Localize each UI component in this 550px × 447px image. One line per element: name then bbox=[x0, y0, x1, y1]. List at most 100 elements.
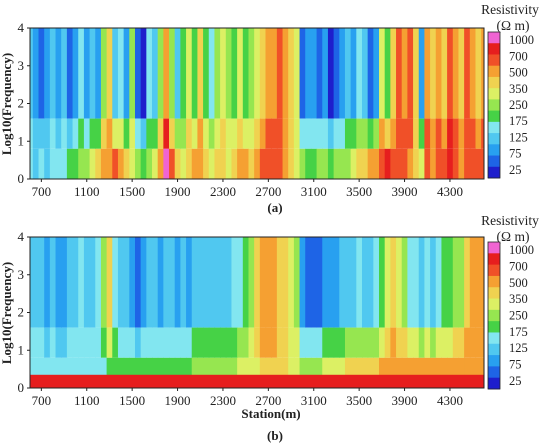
heat-cell-lower bbox=[72, 357, 79, 388]
heat-cell-upper bbox=[134, 237, 142, 328]
heat-cell-middle bbox=[197, 327, 204, 358]
heat-cell-upper bbox=[214, 28, 221, 119]
heat-cell-upper bbox=[66, 237, 74, 328]
heat-cell-middle bbox=[350, 327, 357, 358]
heat-cell-middle bbox=[464, 327, 471, 358]
heat-cell-middle bbox=[276, 327, 284, 358]
colorbar-title-a: Resistivity bbox=[481, 2, 539, 17]
heat-cell-middle bbox=[254, 327, 261, 358]
heat-cell-middle bbox=[146, 118, 153, 149]
heat-cell-middle bbox=[447, 327, 454, 358]
heat-cell-lower bbox=[271, 148, 278, 179]
heat-cell-middle bbox=[390, 118, 397, 149]
heat-cell-upper bbox=[475, 237, 482, 328]
heat-cell-middle bbox=[293, 327, 301, 358]
heat-cell-lower bbox=[225, 148, 233, 179]
heat-cell-upper bbox=[464, 28, 471, 119]
heat-cell-middle bbox=[361, 118, 369, 149]
heat-cell-middle bbox=[169, 118, 176, 149]
heat-cell-upper bbox=[254, 237, 261, 328]
heat-cell-middle bbox=[310, 118, 318, 149]
colorbar-swatch bbox=[488, 121, 500, 134]
heat-cell-lower bbox=[180, 148, 187, 179]
heat-cell-middle bbox=[469, 118, 477, 149]
heat-cell-lower bbox=[396, 148, 403, 179]
heat-cell-lower bbox=[78, 148, 85, 179]
heat-cell-lower bbox=[259, 357, 267, 388]
heat-cell-upper bbox=[396, 28, 403, 119]
heat-cell-lower bbox=[350, 357, 357, 388]
heat-cell-middle bbox=[288, 327, 295, 358]
colorbar-swatch bbox=[488, 242, 500, 254]
heat-cell-upper bbox=[66, 28, 74, 119]
heat-cell-upper bbox=[361, 28, 369, 119]
heat-cell-lower bbox=[305, 148, 312, 179]
colorbar-swatch bbox=[488, 343, 500, 356]
heat-cell-lower bbox=[413, 357, 420, 388]
heat-cell-upper bbox=[214, 237, 221, 328]
colorbar-a: 1000 700 500 350 250 175 125 75 25 bbox=[487, 31, 534, 179]
heat-cell-lower bbox=[220, 357, 227, 388]
heat-cell-upper bbox=[186, 237, 193, 328]
heat-cell-upper bbox=[203, 237, 210, 328]
colorbar-swatch bbox=[488, 99, 500, 112]
heat-cell-upper bbox=[447, 28, 454, 119]
heat-cell-upper bbox=[225, 237, 233, 328]
heat-cell-upper bbox=[237, 237, 244, 328]
heat-cell-lower bbox=[146, 148, 153, 179]
heat-cell-upper bbox=[61, 28, 68, 119]
heat-cell-middle bbox=[316, 118, 323, 149]
heat-cell-middle bbox=[265, 327, 272, 358]
heat-cell-middle bbox=[452, 327, 460, 358]
heat-cell-middle bbox=[169, 327, 176, 358]
heat-cell-upper bbox=[100, 237, 108, 328]
heat-cell-lower bbox=[83, 357, 91, 388]
heat-cell-upper bbox=[356, 28, 363, 119]
heat-cell-lower bbox=[38, 357, 45, 388]
heat-cell-middle bbox=[282, 118, 289, 149]
heat-cell-upper bbox=[191, 28, 199, 119]
heatmap-b-cells bbox=[30, 237, 484, 388]
colorbar-swatch bbox=[488, 264, 500, 277]
heat-cell-middle bbox=[123, 327, 130, 358]
heat-cell-lower bbox=[367, 357, 374, 388]
heat-cell-middle bbox=[83, 327, 91, 358]
heat-cell-upper bbox=[30, 28, 34, 119]
heat-cell-lower bbox=[373, 357, 380, 388]
colorbar-label: 250 bbox=[509, 98, 528, 112]
heat-cell-upper bbox=[208, 237, 216, 328]
heat-cell-upper bbox=[469, 237, 477, 328]
colorbar-swatch bbox=[488, 309, 500, 322]
heat-cell-middle bbox=[401, 118, 408, 149]
x-tick-label: 1900 bbox=[165, 393, 191, 408]
heat-cell-middle bbox=[327, 327, 335, 358]
heat-cell-upper bbox=[174, 28, 181, 119]
heat-cell-middle bbox=[231, 118, 238, 149]
heat-cell-upper bbox=[373, 237, 380, 328]
heat-cell-lower bbox=[203, 148, 210, 179]
colorbar-label: 175 bbox=[509, 325, 528, 339]
heat-cell-upper bbox=[401, 237, 408, 328]
heat-cell-upper bbox=[367, 28, 374, 119]
heat-cell-middle bbox=[214, 327, 221, 358]
heat-cell-middle bbox=[418, 327, 426, 358]
x-tick-label: 1100 bbox=[74, 184, 100, 199]
heat-cell-upper bbox=[49, 237, 57, 328]
heat-cell-lower bbox=[30, 148, 34, 179]
heat-cell-lower bbox=[30, 357, 34, 388]
heat-cell-upper bbox=[231, 28, 238, 119]
panel-b: 0 1 2 3 4 700 1100 1500 1900 2300 2700 3100 3500 390… bbox=[0, 213, 539, 443]
heat-cell-middle bbox=[310, 327, 318, 358]
colorbar-label: 250 bbox=[509, 309, 528, 323]
heat-cell-middle bbox=[299, 118, 306, 149]
heat-cell-upper bbox=[418, 237, 426, 328]
heat-cell-middle bbox=[100, 118, 108, 149]
heat-cell-lower bbox=[344, 148, 352, 179]
heat-cell-lower bbox=[464, 357, 471, 388]
heat-cell-middle bbox=[140, 327, 147, 358]
colorbar-swatch bbox=[488, 355, 500, 367]
heat-cell-upper bbox=[83, 237, 91, 328]
heat-cell-lower bbox=[265, 357, 272, 388]
heat-cell-middle bbox=[339, 327, 346, 358]
heat-cell-upper bbox=[89, 28, 96, 119]
